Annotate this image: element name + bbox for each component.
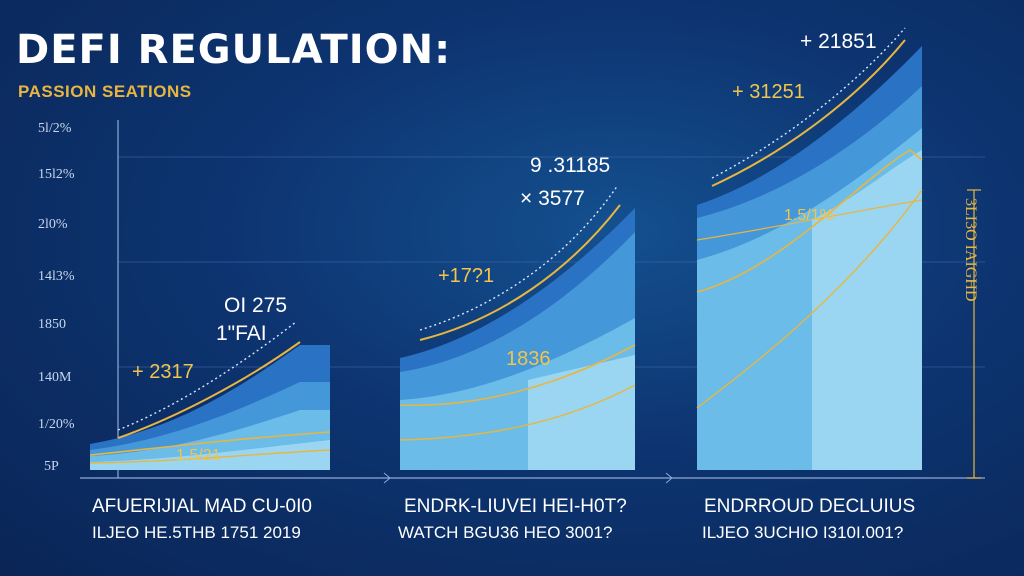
callout-label: 1.5/1% — [784, 207, 834, 224]
gold-line — [117, 341, 301, 439]
gold-line — [399, 344, 636, 407]
y-tick-label: 2l0% — [38, 217, 68, 232]
callout-label: × 3577 — [520, 187, 585, 210]
y-tick-label: 15l2% — [38, 167, 75, 182]
gold-line — [711, 39, 906, 187]
chart-subtitle: PASSION SEATIONS — [18, 82, 192, 101]
x-axis-arrow — [378, 472, 391, 484]
callout-label: OI 275 — [224, 294, 287, 317]
gold-line — [399, 384, 636, 441]
area-group-3 — [696, 27, 923, 470]
callout-label: + 21851 — [800, 30, 877, 53]
x-category-label: AFUERIJIAL MAD CU-0I0 — [92, 496, 312, 517]
trend-dotted-line — [419, 184, 619, 331]
y-tick-label: 140M — [38, 370, 72, 385]
x-category-label: WATCH BGU36 HEO 3001? — [398, 523, 612, 542]
gold-line — [696, 149, 923, 293]
chart-title: DEFI REGULATION: — [16, 27, 452, 73]
y-tick-label: 5l/2% — [38, 121, 72, 136]
callout-label: +17?1 — [438, 265, 494, 287]
y-tick-label: 1850 — [38, 317, 66, 332]
x-category-label: ENDRROUD DECLUIUS — [704, 496, 915, 517]
area-band-pale — [812, 150, 922, 470]
callout-label: 1836 — [506, 348, 551, 370]
y-tick-label: 1/20% — [38, 417, 75, 432]
y-tick-labels: 5P 1/20% 140M 1850 14l3% 2l0% 15l2% 5l/2… — [38, 121, 75, 474]
x-category-label: ENDRK-LIUVEI HEI-H0T? — [404, 496, 627, 517]
gold-line — [419, 204, 621, 341]
callout-label: 9 .31185 — [530, 154, 610, 177]
x-axis-arrow — [660, 472, 673, 484]
callout-label: + 2317 — [132, 361, 194, 383]
gold-line — [696, 189, 923, 409]
callout-label: 1.5/21 — [176, 447, 221, 464]
right-axis-label: 3LI3O IAIGHD — [962, 198, 979, 302]
area-band-pale — [528, 355, 635, 470]
gold-line — [89, 431, 331, 456]
area-group-2 — [399, 184, 636, 470]
gold-line — [696, 199, 923, 241]
gold-line — [89, 449, 331, 464]
area-band-pale — [90, 440, 330, 470]
area-group-1 — [89, 321, 331, 470]
y-tick-label: 5P — [44, 459, 59, 474]
x-category-label: ILJEO 3UCHIO I310I.001? — [702, 523, 903, 542]
callout-label: 1"FAI — [216, 322, 267, 345]
y-tick-label: 14l3% — [38, 269, 75, 284]
callout-label: + 31251 — [732, 81, 805, 103]
x-category-label: ILJEO HE.5THB 1751 2019 — [92, 523, 301, 542]
